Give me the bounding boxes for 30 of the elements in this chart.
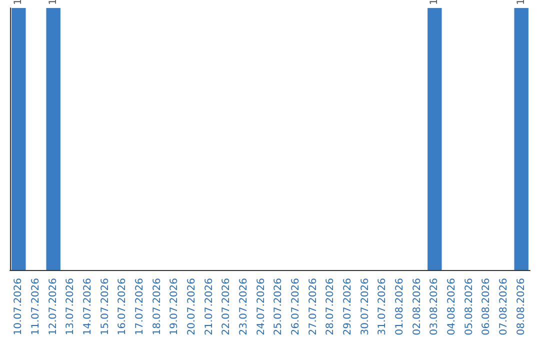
x-tick-label: 22.07.2026 bbox=[221, 278, 232, 336]
x-tick-label: 15.07.2026 bbox=[100, 278, 111, 336]
x-tick-label: 13.07.2026 bbox=[65, 278, 76, 336]
x-tick-label: 17.07.2026 bbox=[134, 278, 146, 336]
x-tick-label: 19.07.2026 bbox=[169, 278, 180, 336]
x-tick-label: 12.07.2026 bbox=[48, 278, 59, 336]
x-tick-label: 26.07.2026 bbox=[290, 278, 302, 336]
x-tick-label: 29.07.2026 bbox=[342, 278, 354, 336]
x-tick-label: 28.07.2026 bbox=[325, 278, 336, 336]
x-tick-label: 21.07.2026 bbox=[204, 278, 215, 336]
x-tick-label: 01.08.2026 bbox=[394, 278, 406, 336]
x-tick-label: 30.07.2026 bbox=[360, 278, 371, 336]
x-tick-label: 08.08.2026 bbox=[516, 278, 527, 336]
x-tick-label: 27.07.2026 bbox=[308, 278, 319, 336]
x-tick-label: 31.07.2026 bbox=[377, 278, 388, 336]
x-tick-label: 23.07.2026 bbox=[238, 278, 250, 336]
x-tick-label: 24.07.2026 bbox=[256, 278, 267, 336]
x-tick-label: 18.07.2026 bbox=[152, 278, 163, 336]
x-tick-label: 06.08.2026 bbox=[481, 278, 492, 336]
x-tick-label: 10.07.2026 bbox=[13, 278, 24, 336]
x-tick-label: 16.07.2026 bbox=[117, 278, 128, 336]
x-tick-label: 11.07.2026 bbox=[30, 278, 42, 336]
x-tick-label: 03.08.2026 bbox=[429, 278, 440, 336]
x-tick-label: 20.07.2026 bbox=[186, 278, 198, 336]
x-tick-label: 25.07.2026 bbox=[273, 278, 284, 336]
x-tick-label: 14.07.2026 bbox=[82, 278, 94, 336]
x-tick-label: 05.08.2026 bbox=[464, 278, 475, 336]
x-tick-label: 07.08.2026 bbox=[498, 278, 510, 336]
x-tick-label: 04.08.2026 bbox=[446, 278, 458, 336]
x-tick-label: 02.08.2026 bbox=[412, 278, 423, 336]
